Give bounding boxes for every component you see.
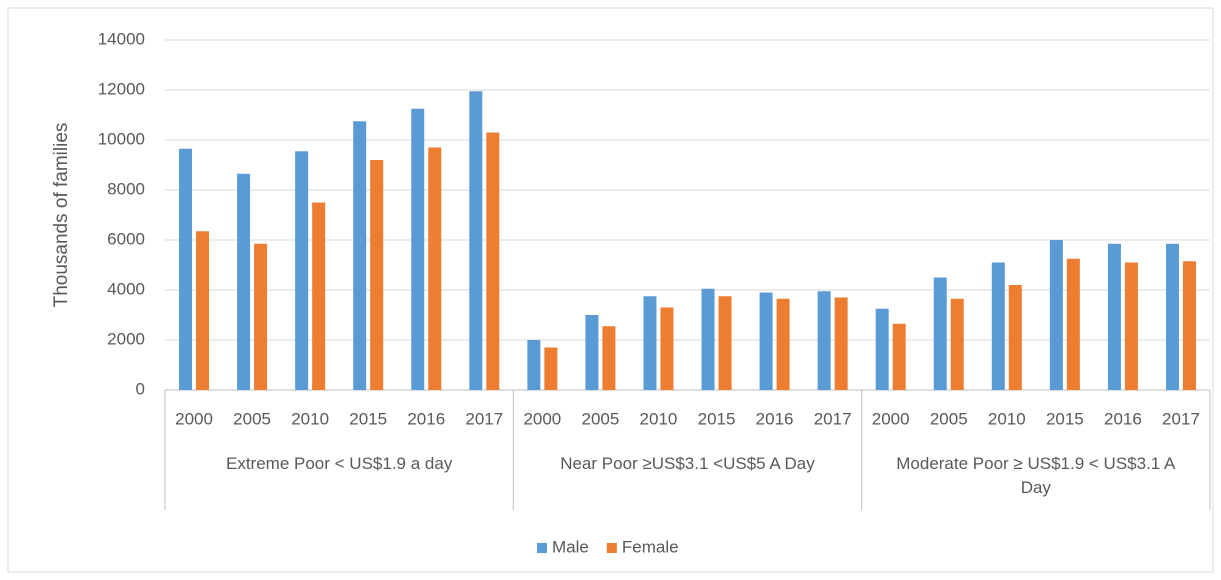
bar [1165,243,1179,390]
legend-swatch [606,543,617,553]
bar [701,288,715,390]
y-tick-label: 10000 [98,129,145,148]
bar [486,132,500,390]
y-tick-label: 14000 [98,29,145,48]
x-tick-label: 2017 [1162,409,1200,428]
x-tick-label: 2017 [814,409,852,428]
x-tick-label: 2010 [291,409,329,428]
bar [1049,240,1063,390]
bar [1182,261,1196,390]
bar [254,243,268,390]
bar [585,315,599,390]
bar [179,148,193,390]
bar [527,340,541,390]
bar [1107,243,1121,390]
bar [643,296,657,390]
bar [312,202,326,390]
x-tick-label: 2010 [640,409,678,428]
bar [817,291,831,390]
bar [544,347,558,390]
bar [370,160,384,390]
bar [892,323,906,390]
bar [353,121,367,390]
x-tick-label: 2017 [465,409,503,428]
group-label: Moderate Poor ≥ US$1.9 < US$3.1 A Day [896,454,1176,497]
y-axis-label: Thousands of families [51,123,72,308]
bar [237,173,251,390]
bar [776,298,790,390]
x-tick-label: 2000 [523,409,561,428]
bar [933,277,947,390]
bar [1124,262,1138,390]
x-tick-label: 2005 [582,409,620,428]
bar [660,307,674,390]
bar [1008,285,1022,390]
x-tick-label: 2010 [988,409,1026,428]
x-tick-label: 2015 [698,409,736,428]
bar [718,296,732,390]
legend-label: Male [552,537,589,556]
y-tick-label: 8000 [107,179,145,198]
x-tick-label: 2000 [872,409,910,428]
x-tick-label: 2016 [756,409,794,428]
bar [834,297,848,390]
bar [1066,258,1080,390]
y-tick-label: 6000 [107,229,145,248]
group-label: Extreme Poor < US$1.9 a day [226,454,453,473]
bar [428,147,442,390]
bar [295,151,309,390]
x-tick-label: 2016 [407,409,445,428]
group-label: Near Poor ≥US$3.1 <US$5 A Day [560,454,815,473]
x-tick-label: 2005 [233,409,271,428]
y-tick-label: 0 [136,379,145,398]
x-tick-label: 2005 [930,409,968,428]
legend-swatch [537,543,547,553]
bar [991,262,1005,390]
bar [875,308,889,390]
bar [759,292,773,390]
x-tick-label: 2000 [175,409,213,428]
bar [411,108,425,390]
y-tick-label: 2000 [107,329,145,348]
legend-label: Female [622,537,679,556]
x-tick-label: 2015 [1046,409,1084,428]
bar [950,298,964,390]
y-tick-label: 12000 [98,79,145,98]
bar [602,326,616,390]
x-tick-label: 2016 [1104,409,1142,428]
chart-border [7,7,1214,573]
y-tick-label: 4000 [107,279,145,298]
bar [469,91,483,390]
bar [196,231,210,390]
x-tick-label: 2015 [349,409,387,428]
